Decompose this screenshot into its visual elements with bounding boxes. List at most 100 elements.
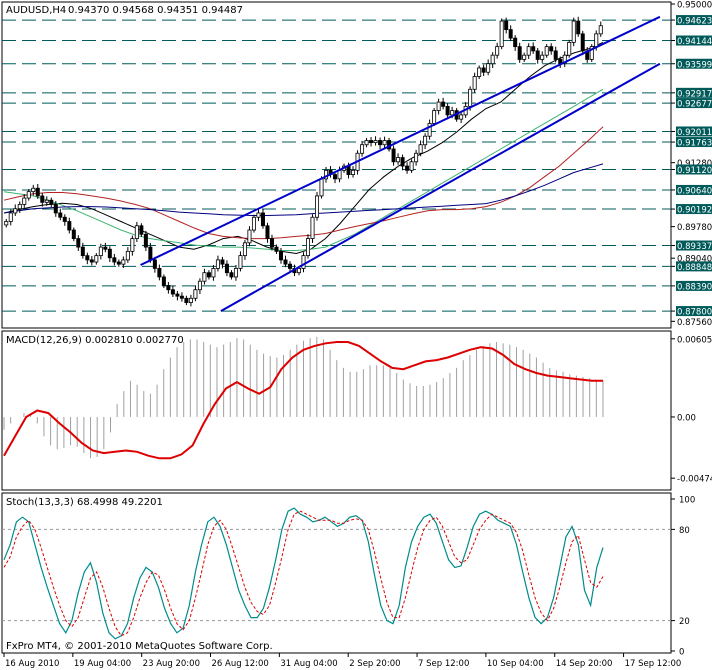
- candle-body-96: [436, 101, 441, 112]
- candle-91: [414, 149, 419, 166]
- candle-body-114: [517, 46, 522, 60]
- candle-61: [278, 247, 283, 264]
- candle-68: [310, 214, 315, 243]
- candle-124: [562, 51, 567, 68]
- candle-90: [409, 159, 414, 173]
- candle-body-89: [405, 165, 410, 171]
- candle-56: [256, 209, 261, 222]
- candle-79: [360, 140, 365, 157]
- candle-body-82: [373, 140, 378, 144]
- candle-body-50: [229, 272, 234, 278]
- candle-body-93: [423, 135, 428, 146]
- candle-34: [157, 264, 162, 281]
- price-tick-bg-1: [676, 15, 712, 26]
- copyright-text: FxPro MT4, © 2001-2010 MetaQuotes Softwa…: [6, 641, 273, 652]
- time-tick-label-3: 26 Aug 12:00: [212, 659, 269, 669]
- moving-average-3: [3, 163, 604, 216]
- candle-body-38: [175, 293, 180, 297]
- candle-94: [427, 119, 432, 140]
- candle-body-83: [378, 140, 383, 146]
- candle-132: [598, 21, 603, 37]
- candle-53: [242, 239, 247, 260]
- candle-114: [517, 42, 522, 63]
- candle-66: [301, 252, 306, 273]
- stoch-axis: 100 80 20 0: [671, 496, 695, 658]
- candle-body-2: [13, 208, 18, 214]
- candle-20: [94, 253, 99, 265]
- candle-121: [549, 43, 554, 55]
- channel-lower-line: [220, 62, 661, 312]
- candle-98: [445, 103, 450, 120]
- price-tick-label-12: 0.89780: [677, 223, 712, 233]
- candle-body-107: [486, 63, 491, 73]
- macd-tick-label-1: 0.00: [677, 413, 696, 423]
- candle-body-43: [197, 280, 202, 291]
- candle-body-37: [170, 289, 175, 295]
- candle-body-25: [116, 261, 121, 265]
- candle-104: [472, 72, 477, 93]
- price-tick-label-13: 0.89337: [677, 242, 712, 252]
- time-tick-label-2: 23 Aug 20:00: [143, 659, 200, 669]
- candle-25: [116, 259, 121, 267]
- ohlc-readout: 0.94370 0.94568 0.94351 0.94487: [68, 5, 243, 16]
- candle-body-63: [287, 263, 292, 269]
- candle-52: [238, 251, 243, 272]
- candle-130: [589, 44, 594, 63]
- price-tick-label-2: 0.94144: [677, 37, 712, 47]
- price-tick-label-3: 0.93599: [677, 60, 712, 70]
- candle-body-91: [414, 152, 419, 163]
- price-tick-label-7: 0.91763: [677, 139, 712, 149]
- candle-107: [486, 59, 491, 76]
- candle-body-53: [242, 242, 247, 257]
- price-tick-bg-13: [676, 240, 712, 251]
- candle-body-130: [589, 46, 594, 60]
- candle-body-57: [260, 212, 265, 227]
- candle-88: [400, 154, 405, 171]
- candle-63: [287, 261, 292, 273]
- candle-body-112: [508, 29, 513, 39]
- candle-22: [103, 242, 108, 253]
- candle-6: [31, 184, 36, 196]
- candle-body-79: [360, 144, 365, 154]
- price-tick-label-5: 0.92677: [677, 100, 712, 110]
- candle-body-40: [184, 297, 189, 303]
- candle-body-98: [445, 105, 450, 116]
- macd-series: [3, 336, 604, 460]
- candle-body-109: [495, 46, 500, 56]
- candle-body-20: [94, 255, 99, 263]
- price-tick-bg-3: [676, 58, 712, 69]
- price-tick-bg-10: [676, 184, 712, 195]
- candle-body-22: [103, 246, 108, 250]
- candle-48: [220, 256, 225, 269]
- candle-108: [490, 52, 495, 68]
- stoch-panel: 100 80 20 0 Stoch(13,3,3) 68.4998 49.2201 F…: [1, 492, 695, 658]
- candle-body-34: [157, 268, 162, 278]
- candle-body-58: [265, 225, 270, 239]
- candle-body-115: [522, 54, 527, 60]
- price-tick-bg-15: [676, 261, 712, 272]
- candle-7: [35, 183, 40, 199]
- candle-23: [107, 246, 112, 263]
- candle-body-29: [134, 225, 139, 239]
- candle-body-92: [418, 144, 423, 154]
- candle-body-122: [553, 50, 558, 60]
- candle-body-35: [161, 276, 166, 286]
- candle-body-94: [427, 123, 432, 137]
- candle-31: [143, 230, 148, 251]
- candle-body-106: [481, 67, 486, 73]
- candle-81: [369, 137, 374, 147]
- time-tick-label-7: 10 Sep 04:00: [487, 659, 544, 669]
- candle-body-41: [188, 297, 193, 303]
- candle-body-46: [211, 268, 216, 278]
- candle-body-99: [450, 110, 455, 116]
- horizontal-levels: [2, 19, 671, 312]
- candle-125: [567, 39, 572, 58]
- candle-body-76: [346, 165, 351, 175]
- time-tick-label-0: 16 Aug 2010: [5, 659, 59, 669]
- candle-body-95: [432, 110, 437, 124]
- macd-tick-label-2: -0.00474: [677, 475, 712, 485]
- candle-body-101: [459, 114, 464, 120]
- candle-40: [184, 295, 189, 306]
- time-axis: 16 Aug 2010 19 Aug 04:00 23 Aug 20:00 26 Au…: [3, 653, 681, 669]
